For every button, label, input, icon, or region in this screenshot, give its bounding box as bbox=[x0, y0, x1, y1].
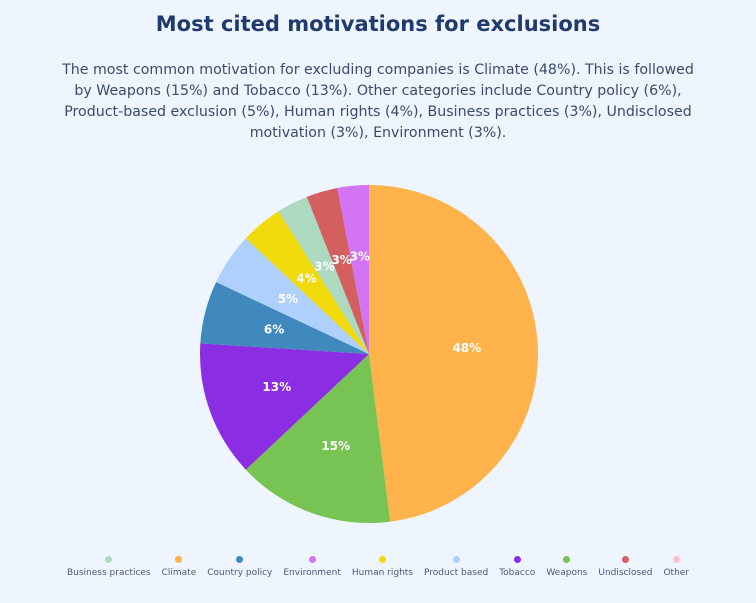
legend-label: Country policy bbox=[207, 568, 273, 578]
pie-label-tobacco: 13% bbox=[262, 380, 291, 394]
legend-item-climate[interactable]: Climate bbox=[161, 556, 197, 578]
pie-label-country-policy: 6% bbox=[264, 323, 284, 337]
legend-swatch bbox=[672, 556, 680, 563]
legend-item-country-policy[interactable]: Country policy bbox=[207, 556, 272, 578]
legend-label: Other bbox=[663, 568, 690, 578]
pie-label-weapons: 15% bbox=[321, 439, 350, 453]
legend-swatch bbox=[378, 556, 386, 563]
legend-label: Business practices bbox=[66, 568, 151, 578]
pie-label-environment: 3% bbox=[350, 249, 370, 263]
pie-slices bbox=[200, 185, 538, 523]
legend-item-product-based[interactable]: Product based bbox=[424, 556, 488, 578]
legend-item-undisclosed[interactable]: Undisclosed bbox=[598, 556, 652, 578]
pie-slice-weapons[interactable] bbox=[245, 354, 391, 523]
legend-swatch bbox=[563, 556, 571, 563]
pie-slice-product-based[interactable] bbox=[216, 238, 369, 354]
legend-label: Climate bbox=[161, 568, 197, 578]
legend-swatch bbox=[236, 556, 244, 563]
pie-slice-business-practices[interactable] bbox=[278, 196, 369, 354]
chart-legend: Business practices Climate Country policy E… bbox=[0, 556, 756, 578]
pie-slice-human-rights[interactable] bbox=[245, 211, 369, 354]
legend-item-environment[interactable]: Environment bbox=[283, 556, 341, 578]
legend-item-tobacco[interactable]: Tobacco bbox=[499, 556, 535, 578]
chart-title: Most cited motivations for exclusions bbox=[155, 12, 601, 36]
legend-label: Human rights bbox=[351, 568, 413, 578]
pie-label-undisclosed: 3% bbox=[331, 253, 351, 267]
pie-slice-undisclosed[interactable] bbox=[306, 187, 369, 354]
pie-slice-environment[interactable] bbox=[337, 185, 369, 354]
legend-label: Tobacco bbox=[499, 568, 536, 578]
legend-swatch bbox=[175, 556, 183, 563]
chart-subtitle: The most common motivation for excluding… bbox=[62, 62, 694, 141]
legend-swatch bbox=[621, 556, 629, 563]
pie-label-business-practices: 3% bbox=[314, 260, 334, 274]
pie-label-human-rights: 4% bbox=[296, 271, 316, 285]
legend-item-human-rights[interactable]: Human rights bbox=[352, 556, 413, 578]
pie-label-product-based: 5% bbox=[278, 292, 298, 306]
pie-labels: 48%15%13%6%5%4%3%3%3% bbox=[262, 249, 481, 453]
legend-label: Environment bbox=[283, 568, 341, 578]
pie-label-climate: 48% bbox=[452, 341, 481, 355]
legend-item-weapons[interactable]: Weapons bbox=[546, 556, 587, 578]
legend-item-other[interactable]: Other bbox=[663, 556, 689, 578]
legend-item-business-practices[interactable]: Business practices bbox=[67, 556, 151, 578]
legend-swatch bbox=[308, 556, 316, 563]
legend-swatch bbox=[452, 556, 460, 563]
legend-swatch bbox=[513, 556, 521, 563]
legend-swatch bbox=[105, 556, 113, 563]
pie-slice-country-policy[interactable] bbox=[200, 282, 369, 354]
legend-label: Product based bbox=[424, 568, 489, 578]
legend-label: Undisclosed bbox=[598, 568, 653, 578]
pie-slice-climate[interactable] bbox=[369, 185, 538, 522]
pie-slice-tobacco[interactable] bbox=[200, 343, 369, 470]
legend-label: Weapons bbox=[546, 568, 588, 578]
